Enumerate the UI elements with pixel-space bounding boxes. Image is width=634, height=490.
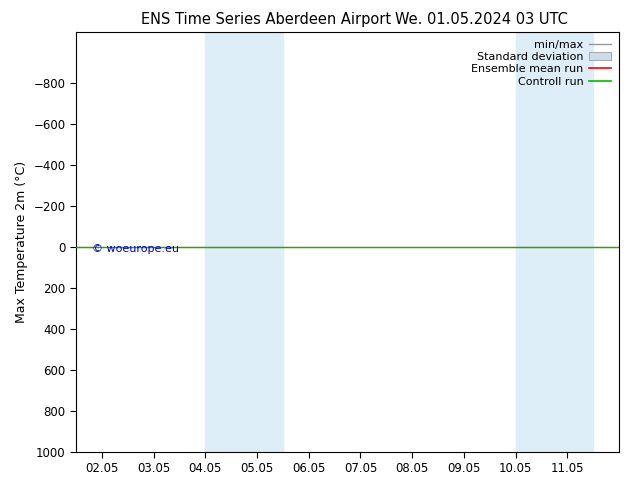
Bar (205, 32, 283, 452)
Text: © woeurope.eu: © woeurope.eu (93, 244, 179, 254)
Text: ENS Time Series Aberdeen Airport: ENS Time Series Aberdeen Airport (141, 12, 391, 27)
Y-axis label: Max Temperature 2m (°C): Max Temperature 2m (°C) (15, 161, 28, 323)
Bar (515, 32, 593, 452)
Legend: min/max, Standard deviation, Ensemble mean run, Controll run: min/max, Standard deviation, Ensemble me… (469, 38, 614, 89)
Text: We. 01.05.2024 03 UTC: We. 01.05.2024 03 UTC (396, 12, 568, 27)
